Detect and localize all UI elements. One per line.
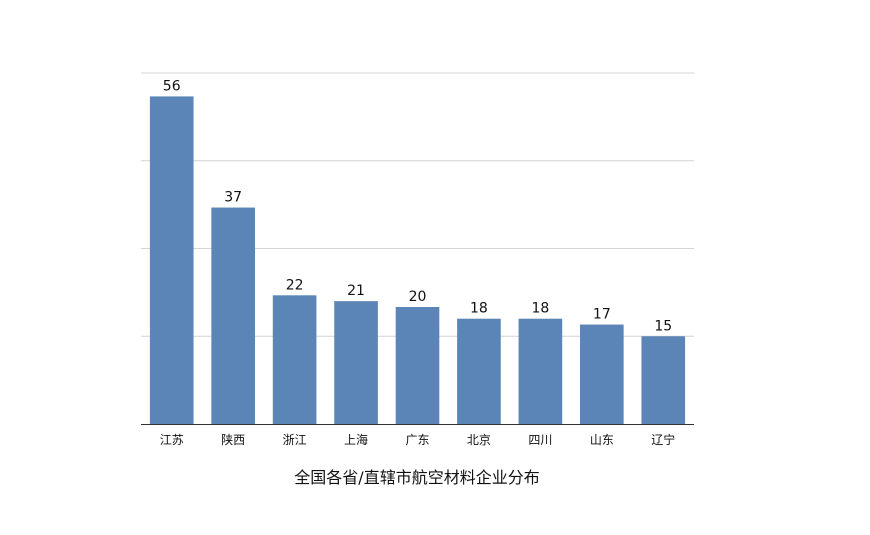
bar-7 [580,324,624,424]
value-label-0: 56 [163,78,181,94]
category-label-7: 山东 [590,433,614,447]
category-label-0: 江苏 [160,433,184,447]
value-label-2: 22 [286,277,304,293]
bar-8 [641,336,686,424]
bar-5 [457,318,501,424]
bars [149,96,686,425]
bar-3 [334,301,378,424]
value-label-3: 21 [347,283,365,299]
category-label-2: 浙江 [283,433,307,447]
category-label-3: 上海 [344,432,368,447]
value-label-4: 20 [409,289,427,305]
value-label-8: 15 [654,318,672,334]
bar-2 [272,295,317,424]
bar-1 [211,207,255,424]
value-label-7: 17 [593,307,611,323]
bar-6 [518,318,563,424]
chart-title: 全国各省/直辖市航空材料企业分布 [294,468,539,487]
value-labels: 56 37 22 21 20 18 18 17 15 [163,78,672,334]
value-label-1: 37 [224,190,242,206]
category-labels: 江苏 陕西 浙江 上海 广东 北京 四川 山东 辽宁 [160,432,676,447]
category-label-6: 四川 [528,433,552,447]
bar-0 [149,96,194,425]
bar-4 [395,307,440,424]
category-label-5: 北京 [467,433,491,447]
value-label-6: 18 [531,301,549,317]
category-label-1: 陕西 [221,432,245,447]
category-label-8: 辽宁 [651,432,675,447]
category-label-4: 广东 [405,433,429,447]
value-label-5: 18 [470,301,488,317]
